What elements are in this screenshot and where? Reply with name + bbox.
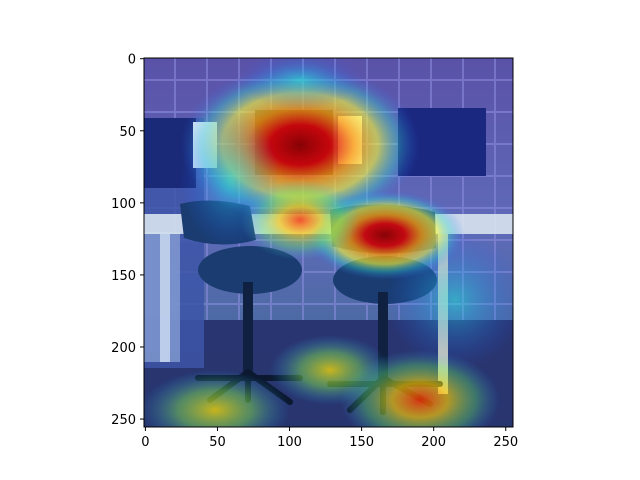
x-tick-label: 200 xyxy=(421,435,446,450)
plot-frame xyxy=(143,57,514,428)
x-axis: 0 50 100 150 200 250 xyxy=(141,427,518,450)
y-axis: 0 50 100 150 200 250 xyxy=(111,53,144,428)
y-tick-label: 50 xyxy=(119,125,136,140)
y-tick-label: 100 xyxy=(111,197,136,212)
heatmap-image xyxy=(144,58,513,427)
x-tick-label: 50 xyxy=(209,435,226,450)
x-tick-label: 250 xyxy=(493,435,518,450)
x-tick-label: 0 xyxy=(141,435,149,450)
attention-overlay xyxy=(144,58,513,427)
y-tick-label: 0 xyxy=(128,53,136,68)
y-tick-label: 250 xyxy=(111,413,136,428)
y-tick-label: 150 xyxy=(111,269,136,284)
x-tick-label: 100 xyxy=(277,435,302,450)
y-tick-label: 200 xyxy=(111,341,136,356)
x-tick-label: 150 xyxy=(349,435,374,450)
